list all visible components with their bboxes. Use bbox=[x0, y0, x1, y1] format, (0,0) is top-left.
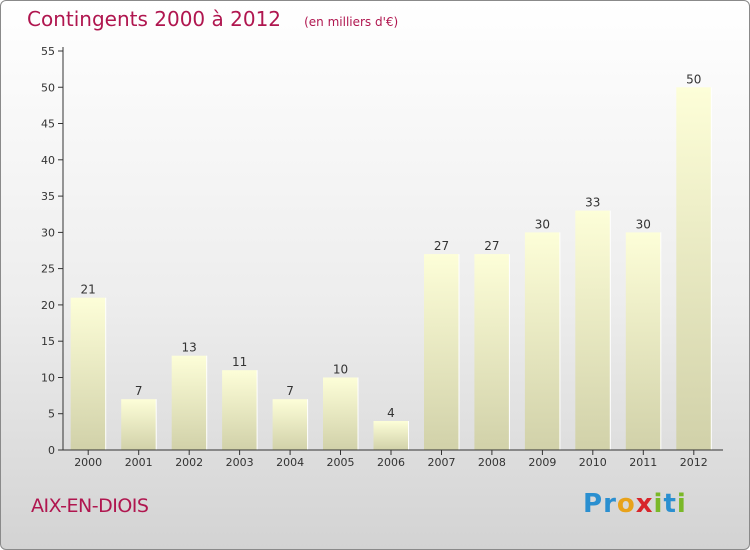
bar-2003 bbox=[222, 370, 258, 450]
x-tick-label: 2011 bbox=[629, 456, 657, 469]
axes-group: 2000 2001 2002 2003 2004 2005 2006 2007 2008 2009… bbox=[41, 45, 723, 469]
y-tick-label: 0 bbox=[48, 444, 55, 457]
data-label: 11 bbox=[232, 355, 247, 369]
x-tick-label: 2001 bbox=[125, 456, 153, 469]
x-tick-label: 2006 bbox=[377, 456, 405, 469]
logo-letter: t bbox=[663, 489, 677, 519]
data-label: 30 bbox=[636, 217, 651, 231]
x-tick-label: 2012 bbox=[680, 456, 708, 469]
bar-2011 bbox=[625, 232, 661, 450]
y-tick-label: 50 bbox=[41, 81, 55, 94]
bar-2001 bbox=[121, 399, 157, 450]
bar-2002 bbox=[171, 355, 207, 450]
data-label: 7 bbox=[286, 384, 294, 398]
chart-title: Contingents 2000 à 2012 bbox=[27, 7, 282, 31]
x-tick-label: 2002 bbox=[175, 456, 203, 469]
data-label: 10 bbox=[333, 363, 348, 377]
bar-2000 bbox=[70, 297, 106, 450]
x-tick-label: 2004 bbox=[276, 456, 304, 469]
logo-letter: P bbox=[583, 489, 604, 519]
data-label: 30 bbox=[535, 217, 550, 231]
logo-letter: x bbox=[635, 489, 654, 519]
bars-group: 21 7 13 11 7 10 4 27 27 30 33 30 50 bbox=[70, 72, 712, 451]
y-tick-label: 55 bbox=[41, 45, 55, 58]
y-tick-label: 10 bbox=[41, 372, 55, 385]
x-tick-label: 2005 bbox=[327, 456, 355, 469]
data-label: 7 bbox=[135, 384, 143, 398]
x-tick-label: 2010 bbox=[579, 456, 607, 469]
x-tick-label: 2000 bbox=[74, 456, 102, 469]
data-label: 33 bbox=[585, 196, 600, 210]
y-tick-label: 30 bbox=[41, 226, 55, 239]
y-tick-label: 40 bbox=[41, 154, 55, 167]
bar-2005 bbox=[323, 377, 358, 450]
bar-2009 bbox=[524, 232, 560, 450]
city-name: AIX-EN-DIOIS bbox=[31, 495, 149, 517]
data-label: 13 bbox=[182, 341, 197, 355]
x-tick-label: 2007 bbox=[428, 456, 456, 469]
bar-2004 bbox=[272, 399, 308, 450]
x-tick-label: 2003 bbox=[226, 456, 254, 469]
y-tick-label: 45 bbox=[41, 118, 55, 131]
chart-unit: (en milliers d'€) bbox=[304, 15, 399, 29]
bar-2008 bbox=[474, 254, 510, 450]
chart-title-block: Contingents 2000 à 2012 (en milliers d'€… bbox=[27, 7, 398, 31]
logo-letter: r bbox=[603, 489, 617, 519]
data-label: 4 bbox=[387, 406, 395, 420]
data-label: 27 bbox=[484, 239, 499, 253]
data-label: 50 bbox=[686, 72, 701, 86]
logo-letter: o bbox=[616, 489, 636, 519]
y-tick-label: 5 bbox=[48, 408, 55, 421]
data-label: 27 bbox=[434, 239, 449, 253]
bar-2012 bbox=[676, 87, 712, 451]
y-tick-label: 15 bbox=[41, 335, 55, 348]
bar-2010 bbox=[575, 210, 611, 450]
y-tick-label: 20 bbox=[41, 299, 55, 312]
logo-letter: i bbox=[653, 489, 664, 519]
bar-2006 bbox=[373, 421, 409, 450]
bar-2007 bbox=[424, 254, 459, 450]
y-tick-label: 25 bbox=[41, 263, 55, 276]
x-tick-label: 2009 bbox=[528, 456, 556, 469]
logo-letter: i bbox=[676, 489, 687, 519]
x-tick-label: 2008 bbox=[478, 456, 506, 469]
y-tick-label: 35 bbox=[41, 190, 55, 203]
proxiti-logo: Proxiti bbox=[583, 489, 687, 519]
data-label: 21 bbox=[81, 283, 96, 297]
